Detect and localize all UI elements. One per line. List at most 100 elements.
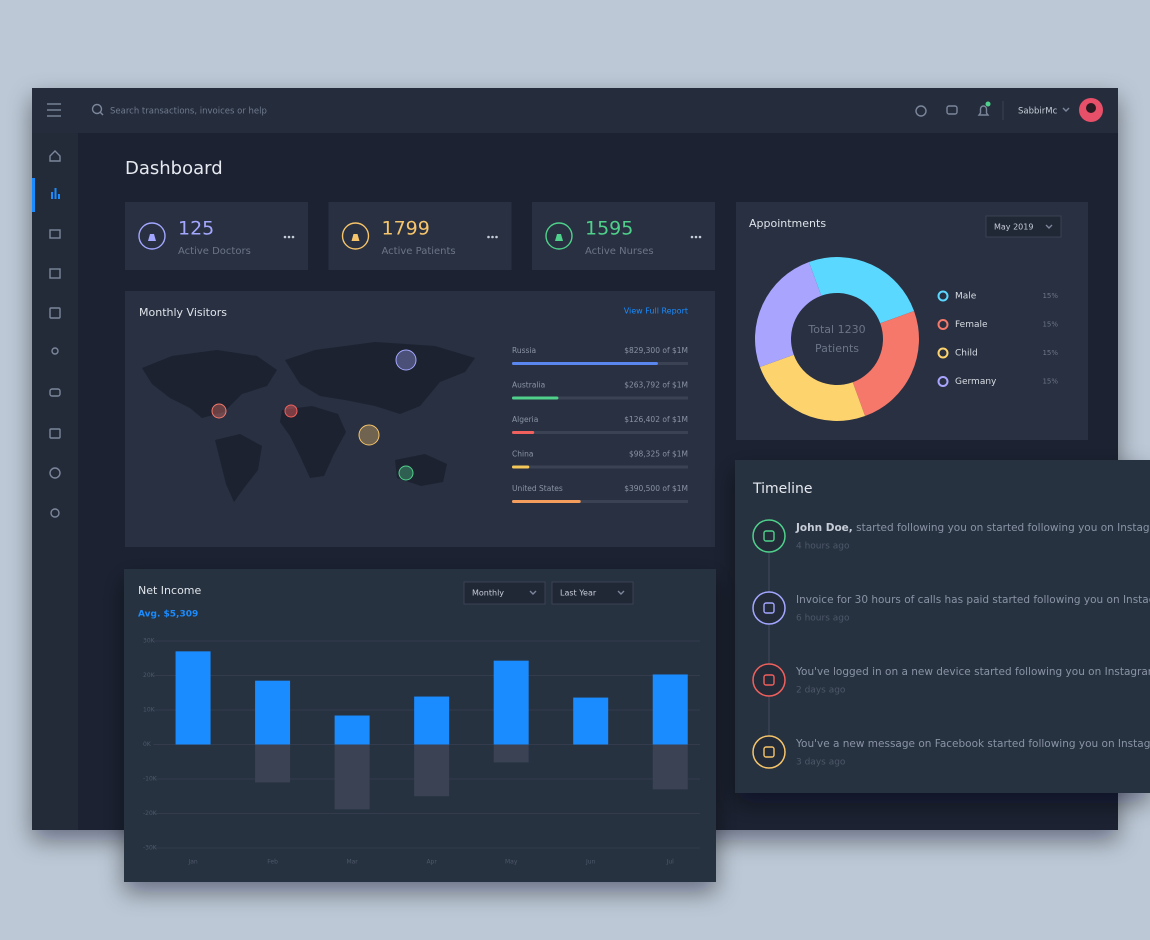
legend-value: 15% bbox=[1042, 292, 1058, 300]
donut-center-title: Total 1230 bbox=[807, 323, 865, 336]
globe-nav-icon[interactable] bbox=[49, 467, 61, 479]
legend-marker bbox=[937, 290, 949, 302]
bell-icon[interactable] bbox=[977, 105, 990, 116]
timeline-icon bbox=[752, 591, 786, 625]
appointments-filter[interactable]: May 2019 bbox=[985, 215, 1062, 238]
bar bbox=[334, 715, 370, 745]
timeline-icon bbox=[752, 663, 786, 697]
y-tick-label: -10K bbox=[143, 776, 158, 783]
globe-icon[interactable] bbox=[915, 105, 927, 117]
donut-center-subtitle: Patients bbox=[815, 342, 859, 355]
timeline-message: You've logged in on a new device started… bbox=[795, 666, 1150, 678]
more-dot[interactable] bbox=[491, 235, 494, 239]
timeline-text: Invoice for 30 hours of calls has paid s… bbox=[796, 594, 1150, 606]
stat-card bbox=[125, 202, 308, 270]
country-name: China bbox=[512, 450, 533, 459]
country-name: Algeria bbox=[512, 415, 538, 424]
user-chevron[interactable] bbox=[1062, 107, 1070, 112]
timeline-time: 4 hours ago bbox=[796, 542, 850, 552]
map-marker[interactable] bbox=[284, 404, 298, 418]
timeline-text: started following you on started followi… bbox=[853, 522, 1150, 534]
user-name[interactable]: SabbirMc bbox=[1018, 107, 1058, 117]
message-icon[interactable] bbox=[49, 388, 61, 397]
legend-marker bbox=[937, 319, 949, 330]
progress-track bbox=[512, 465, 688, 469]
legend-label: Female bbox=[955, 320, 988, 330]
search-icon bbox=[99, 111, 104, 116]
notification-dot bbox=[985, 101, 991, 107]
map-marker[interactable] bbox=[398, 465, 414, 481]
progress-fill bbox=[512, 431, 535, 434]
chat-icon[interactable] bbox=[946, 105, 958, 115]
more-dot[interactable] bbox=[694, 235, 698, 239]
map-eurasia bbox=[285, 342, 475, 414]
timeline-message: John Doe, started following you on start… bbox=[795, 522, 1150, 534]
legend-label: Male bbox=[955, 292, 977, 302]
search-placeholder: Search transactions, invoices or help bbox=[110, 107, 267, 117]
progress-fill bbox=[512, 465, 530, 469]
map-marker[interactable] bbox=[395, 349, 417, 371]
y-tick-label: -30K bbox=[143, 845, 158, 852]
timeline-items: John Doe, started following you on start… bbox=[752, 519, 1150, 769]
legend-value: 15% bbox=[1042, 378, 1058, 386]
country-amount: $263,792 of $1M bbox=[624, 381, 688, 390]
settings-icon[interactable] bbox=[50, 508, 60, 518]
stat-value: 1799 bbox=[382, 218, 430, 240]
chart-icon-bar bbox=[58, 194, 60, 199]
timeline-text: You've logged in on a new device started… bbox=[795, 666, 1150, 678]
doc-icon[interactable] bbox=[49, 307, 61, 319]
bar bbox=[334, 744, 370, 810]
legend-marker bbox=[937, 376, 949, 387]
stat-icon-glyph bbox=[148, 234, 156, 241]
stat-icon-glyph bbox=[351, 234, 360, 241]
timeline-icon-glyph bbox=[763, 674, 775, 686]
legend-label: Child bbox=[955, 349, 978, 359]
user-icon[interactable] bbox=[51, 347, 59, 355]
map-marker[interactable] bbox=[211, 403, 227, 419]
bar bbox=[573, 697, 609, 745]
search-box[interactable]: Search transactions, invoices or help bbox=[91, 103, 267, 117]
bar bbox=[652, 744, 688, 790]
progress-fill bbox=[512, 500, 581, 503]
more-dot[interactable] bbox=[698, 235, 702, 239]
map-marker[interactable] bbox=[358, 424, 380, 446]
search-icon bbox=[91, 103, 103, 115]
dropdown-box bbox=[985, 215, 1062, 238]
home-icon[interactable] bbox=[49, 150, 61, 162]
map-north-america bbox=[142, 350, 277, 418]
more-dot[interactable] bbox=[495, 235, 498, 239]
timeline-time: 6 hours ago bbox=[796, 614, 850, 624]
stat-value: 125 bbox=[178, 218, 214, 240]
more-dot[interactable] bbox=[690, 235, 694, 239]
bar-chart: 30K 20K 10K 0K -10K -20K -30K Jan Feb Mar Apr May Ju… bbox=[143, 638, 700, 866]
more-dot[interactable] bbox=[287, 235, 291, 239]
dropdown-label: May 2019 bbox=[994, 223, 1033, 232]
top-bar bbox=[32, 88, 1118, 133]
x-tick-label: May bbox=[505, 859, 518, 866]
stat-label: Active Doctors bbox=[178, 246, 251, 257]
calendar-icon[interactable] bbox=[49, 428, 61, 439]
period-filter[interactable]: Monthly bbox=[463, 581, 546, 605]
menu-button[interactable] bbox=[47, 103, 61, 117]
bar bbox=[175, 651, 211, 745]
full-report-link[interactable]: View Full Report bbox=[624, 307, 688, 316]
more-dot[interactable] bbox=[291, 235, 295, 239]
chart-icon[interactable] bbox=[51, 188, 60, 199]
progress-track bbox=[512, 396, 688, 400]
dropdown-box bbox=[551, 581, 634, 605]
stat-icon bbox=[545, 222, 573, 250]
timeline-time: 3 days ago bbox=[796, 758, 846, 768]
timeline-icon bbox=[752, 735, 786, 769]
mail-icon[interactable] bbox=[49, 229, 61, 239]
x-tick-label: Mar bbox=[346, 859, 358, 866]
country-amount: $390,500 of $1M bbox=[624, 484, 688, 493]
timeline-title: Timeline bbox=[752, 481, 813, 497]
country-name: Australia bbox=[512, 381, 545, 390]
country-amount: $829,300 of $1M bbox=[624, 346, 688, 355]
y-tick-label: 20K bbox=[143, 672, 156, 679]
more-dot[interactable] bbox=[283, 235, 287, 239]
map-markers bbox=[211, 349, 417, 481]
more-dot[interactable] bbox=[487, 235, 490, 239]
store-icon[interactable] bbox=[49, 268, 61, 279]
range-filter[interactable]: Last Year bbox=[551, 581, 634, 605]
